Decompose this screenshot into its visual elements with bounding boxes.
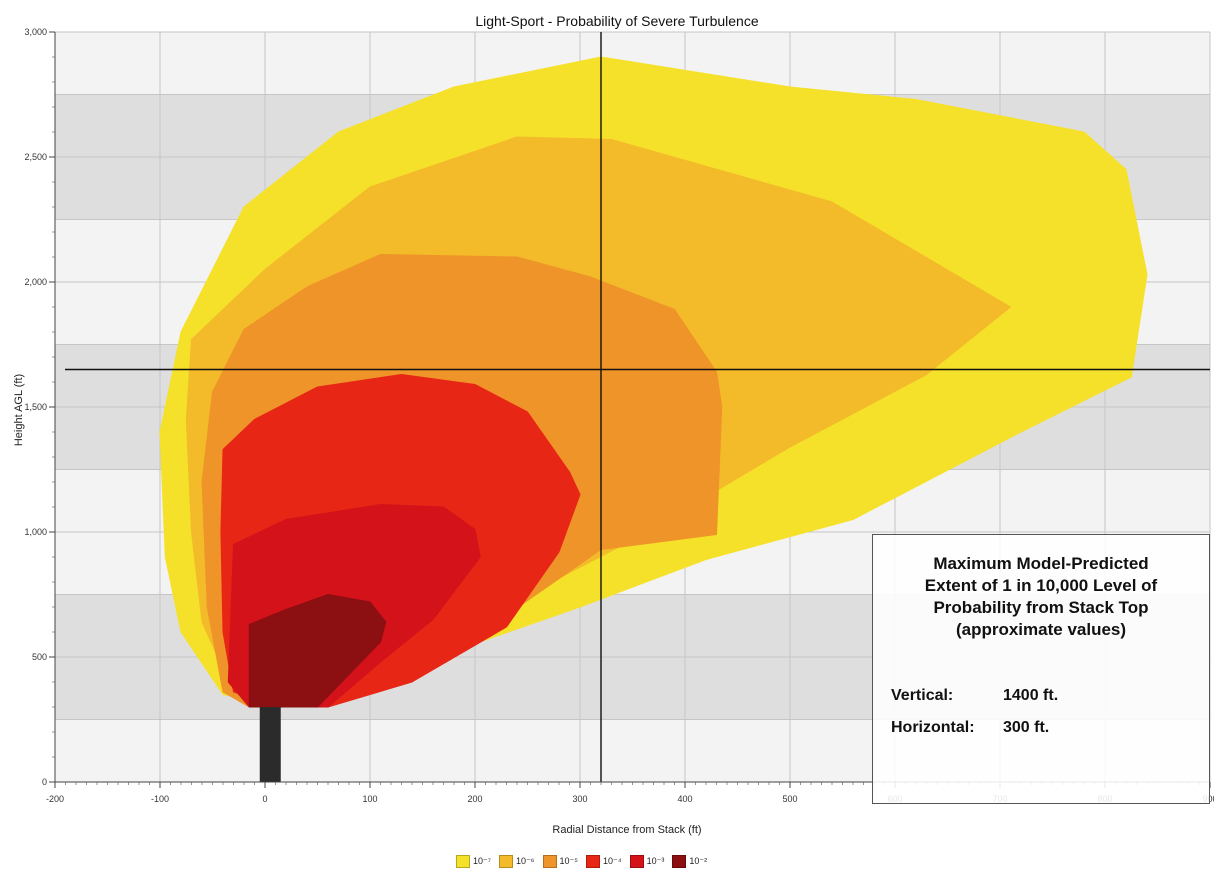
info-heading-line: Maximum Model-Predicted (933, 554, 1149, 573)
info-heading-line: Probability from Stack Top (933, 598, 1149, 617)
legend-label: 10⁻⁵ (559, 855, 579, 866)
legend-swatch (586, 854, 600, 868)
legend-label: 10⁻⁷ (473, 855, 492, 866)
y-tick-label: 0 (42, 777, 47, 787)
legend-item: 10⁻² (672, 854, 708, 868)
info-heading: Maximum Model-Predicted Extent of 1 in 1… (887, 553, 1195, 641)
info-row-label: Vertical: (891, 687, 954, 704)
legend-item: 10⁻³ (629, 854, 665, 868)
legend-item: 10⁻⁶ (499, 854, 535, 868)
info-heading-line: Extent of 1 in 10,000 Level of (924, 576, 1158, 595)
info-heading-line: (approximate values) (955, 620, 1127, 639)
info-row-value: 300 ft. (1003, 719, 1050, 736)
legend-label: 10⁻⁴ (603, 855, 622, 866)
stack (259, 707, 281, 782)
contour-10⁻² (248, 594, 387, 708)
info-row-value: 1400 ft. (1003, 687, 1059, 704)
crosshair-lines (65, 32, 1210, 782)
y-tick-label: 1,500 (24, 402, 47, 412)
y-tick-label: 500 (32, 652, 47, 662)
y-tick-label: 2,000 (24, 277, 47, 287)
x-tick-label: 200 (467, 794, 482, 804)
info-row-label: Horizontal: (891, 719, 975, 736)
legend-label: 10⁻⁶ (516, 855, 535, 866)
legend-swatch (672, 854, 687, 868)
x-tick-label: 0 (262, 794, 267, 804)
legend: 10⁻⁷ 10⁻⁶ 10⁻⁵ 10⁻⁴ 10⁻³ 10⁻² (456, 850, 707, 872)
legend-swatch (629, 854, 644, 868)
y-tick-label: 3,000 (24, 27, 47, 37)
info-box: Maximum Model-Predicted Extent of 1 in 1… (872, 534, 1210, 804)
x-tick-label: -200 (46, 794, 64, 804)
legend-label: 10⁻³ (646, 855, 665, 866)
legend-label: 10⁻² (689, 855, 708, 866)
legend-item: 10⁻⁷ (456, 854, 492, 868)
chart-title: Light-Sport - Probability of Severe Turb… (475, 13, 758, 29)
legend-swatch (456, 854, 470, 868)
x-tick-label: 400 (677, 794, 692, 804)
legend-item: 10⁻⁴ (586, 854, 622, 868)
info-row-horizontal: Horizontal: 300 ft. (891, 719, 1049, 737)
x-axis-label: Radial Distance from Stack (ft) (552, 824, 701, 836)
y-tick-label: 1,000 (24, 527, 47, 537)
x-tick-label: 500 (782, 794, 797, 804)
y-axis-ticks: 0 500 1,000 1,500 2,000 2,500 3,000 (24, 27, 55, 787)
y-axis-label: Height AGL (ft) (13, 374, 25, 446)
legend-swatch (542, 854, 557, 868)
x-tick-label: 300 (572, 794, 587, 804)
legend-swatch (499, 854, 514, 868)
y-tick-label: 2,500 (24, 152, 47, 162)
x-tick-label: 100 (362, 794, 377, 804)
x-tick-label: -100 (151, 794, 169, 804)
info-row-vertical: Vertical: 1400 ft. (891, 687, 1058, 705)
legend-item: 10⁻⁵ (542, 854, 579, 868)
probability-contours (159, 56, 1148, 708)
